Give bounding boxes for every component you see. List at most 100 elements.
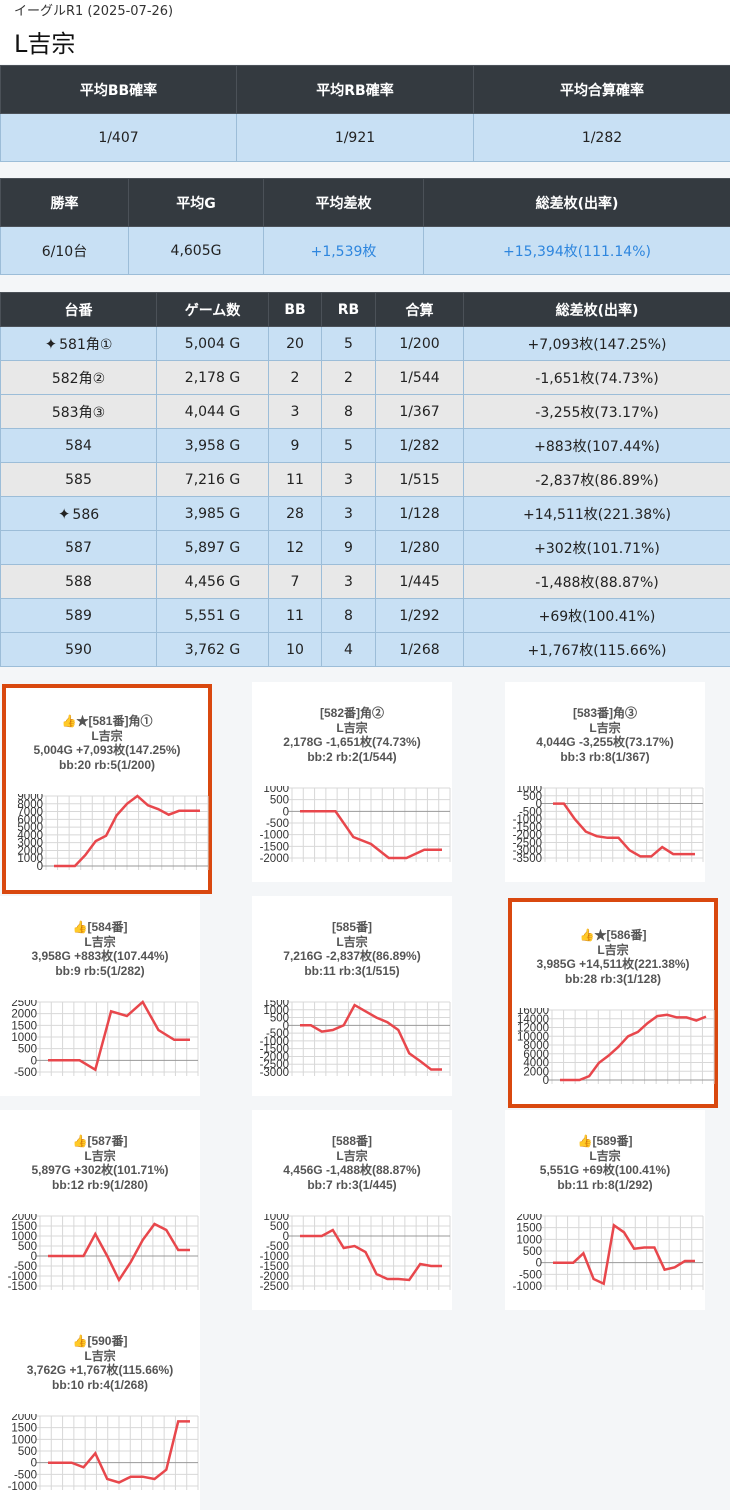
page-header: イーグルR1 (2025-07-26) L吉宗 — [0, 0, 730, 64]
y-tick-label: -500 — [266, 1241, 289, 1253]
table-row[interactable]: ✦ 586 3,985 G 28 3 1/128 +14,511枚(221.38%) — [0, 496, 730, 531]
graph-card[interactable]: [588番] L吉宗 4,456G -1,488枚(88.87%) bb:7 rb:3… — [252, 1110, 452, 1310]
bb-text: 20 — [286, 335, 304, 352]
sparkle-icon: ✦ — [57, 504, 71, 523]
cell-games: 5,897 G — [156, 530, 269, 565]
y-tick-label: 1000 — [11, 1434, 37, 1446]
diff-text: -3,255枚(73.17%) — [535, 404, 659, 421]
graph-line4: bb:2 rb:2(1/544) — [307, 749, 397, 764]
table-row[interactable]: 587 5,897 G 12 9 1/280 +302枚(101.71%) — [0, 530, 730, 565]
cell-unit: 583角③ — [0, 394, 157, 429]
y-tick-label: 14000 — [517, 1014, 549, 1026]
cell-rb: 8 — [321, 394, 376, 429]
diff-text: +1,767枚(115.66%) — [527, 642, 667, 659]
bb-text: 11 — [286, 607, 304, 624]
graph-subtitle: L吉宗 — [336, 720, 368, 735]
y-tick-label: -1000 — [513, 1281, 542, 1293]
y-tick-label: -500 — [266, 818, 289, 830]
rb-text: 3 — [344, 505, 353, 522]
y-tick-label: -1000 — [513, 814, 542, 826]
graph-card[interactable]: [582番]角② L吉宗 2,178G -1,651枚(74.73%) bb:2 rb… — [252, 682, 452, 882]
y-tick-label: 6000 — [523, 1049, 549, 1061]
y-tick-label: -1500 — [260, 1261, 289, 1273]
profit-series-line — [48, 1420, 190, 1484]
header-avg-total: 平均合算確率 — [473, 65, 730, 114]
header-rb: RB — [321, 292, 376, 327]
unit-text: 587 — [65, 539, 92, 556]
bb-text: 2 — [290, 369, 300, 386]
table-row[interactable]: 584 3,958 G 9 5 1/282 +883枚(107.44%) — [0, 428, 730, 463]
y-tick-label: 2000 — [17, 845, 43, 857]
rb-text: 9 — [344, 539, 353, 556]
cell-games: 3,958 G — [156, 428, 269, 463]
profit-series-line — [553, 802, 695, 858]
graph-line3: 5,551G +69枚(100.41%) — [539, 1163, 671, 1177]
rb-text: 8 — [344, 403, 353, 420]
graph-line4: bb:12 rb:9(1/280) — [51, 1177, 149, 1192]
profit-series-line — [300, 1003, 442, 1071]
y-tick-label: 500 — [18, 1044, 37, 1056]
graph-line4: bb:3 rb:8(1/367) — [560, 749, 650, 764]
table-row[interactable]: ✦ 581角① 5,004 G 20 5 1/200 +7,093枚(147.25%) — [0, 326, 730, 361]
graph-line3: 2,178G -1,651枚(74.73%) — [283, 735, 421, 749]
header-bb: BB — [268, 292, 322, 327]
profit-series-line — [48, 1222, 190, 1283]
y-tick-label: -2500 — [513, 837, 542, 849]
cell-diff: +302枚(101.71%) — [463, 530, 730, 565]
cell-bb: 3 — [268, 394, 322, 429]
y-tick-label: -3000 — [513, 845, 542, 857]
header-avg-rb: 平均RB確率 — [236, 65, 474, 114]
graph-card[interactable]: [585番] L吉宗 7,216G -2,837枚(86.89%) bb:11 rb:… — [252, 896, 452, 1096]
y-tick-label: 1500 — [516, 1223, 542, 1235]
cell-total: 1/282 — [375, 428, 464, 463]
cell-bb: 11 — [268, 462, 322, 497]
graph-subtitle: L吉宗 — [336, 1148, 368, 1163]
cell-total: 1/200 — [375, 326, 464, 361]
rb-text: 4 — [344, 641, 353, 658]
graph-card[interactable]: 👍★[581番]角① L吉宗 5,004G +7,093枚(147.25%) bb:2… — [2, 684, 212, 894]
table-row[interactable]: 582角② 2,178 G 2 2 1/544 -1,651枚(74.73%) — [0, 360, 730, 395]
y-tick-label: 500 — [18, 1241, 37, 1253]
y-tick-label: 10000 — [517, 1031, 549, 1043]
profit-series-line — [48, 1000, 190, 1072]
cell-games: 5,004 G — [156, 326, 269, 361]
graph-card[interactable]: 👍[589番] L吉宗 5,551G +69枚(100.41%) bb:11 rb:8… — [505, 1110, 705, 1310]
unit-text: 586 — [72, 506, 100, 523]
graph-card[interactable]: 👍[590番] L吉宗 3,762G +1,767枚(115.66%) bb:10 r… — [0, 1310, 200, 1510]
cell-diff: -1,651枚(74.73%) — [463, 360, 730, 395]
cell-total: 1/515 — [375, 462, 464, 497]
games-text: 4,456 G — [184, 573, 241, 590]
rb-text: 8 — [344, 607, 353, 624]
graph-title: [585番] — [331, 920, 372, 934]
y-tick-label: 7000 — [17, 807, 43, 819]
header-total-diff: 総差枚(出率) — [423, 178, 730, 227]
table-row[interactable]: 585 7,216 G 11 3 1/515 -2,837枚(86.89%) — [0, 462, 730, 497]
y-tick-label: -1500 — [513, 822, 542, 834]
y-tick-label: 1000 — [263, 1005, 289, 1017]
unit-text: 589 — [65, 607, 92, 624]
graph-subtitle: L吉宗 — [84, 934, 116, 949]
cell-rb: 2 — [321, 360, 376, 395]
graph-title: [588番] — [331, 1134, 372, 1148]
machine-name: L吉宗 — [14, 30, 76, 58]
graph-card[interactable]: 👍★[586番] L吉宗 3,985G +14,511枚(221.38%) bb:28… — [508, 898, 718, 1108]
total-text: 1/280 — [399, 539, 440, 556]
graph-card[interactable]: 👍[584番] L吉宗 3,958G +883枚(107.44%) bb:9 rb:5… — [0, 896, 200, 1096]
table-row[interactable]: 589 5,551 G 11 8 1/292 +69枚(100.41%) — [0, 598, 730, 633]
cell-bb: 20 — [268, 326, 322, 361]
games-text: 4,044 G — [184, 403, 241, 420]
y-tick-label: 1000 — [11, 1032, 37, 1044]
graph-card[interactable]: 👍[587番] L吉宗 5,897G +302枚(101.71%) bb:12 rb:… — [0, 1110, 200, 1310]
table-row[interactable]: 583角③ 4,044 G 3 8 1/367 -3,255枚(73.17%) — [0, 394, 730, 429]
rb-text: 5 — [344, 335, 353, 352]
table-row[interactable]: 588 4,456 G 7 3 1/445 -1,488枚(88.87%) — [0, 564, 730, 599]
graph-card[interactable]: [583番]角③ L吉宗 4,044G -3,255枚(73.17%) bb:3 rb… — [505, 682, 705, 882]
unit-text: 585 — [65, 471, 92, 488]
table-row[interactable]: 590 3,762 G 10 4 1/268 +1,767枚(115.66%) — [0, 632, 730, 667]
y-tick-label: 0 — [283, 806, 289, 818]
diff-text: -2,837枚(86.89%) — [535, 472, 659, 489]
total-text: 1/282 — [399, 437, 440, 454]
graph-subtitle: L吉宗 — [597, 942, 629, 957]
